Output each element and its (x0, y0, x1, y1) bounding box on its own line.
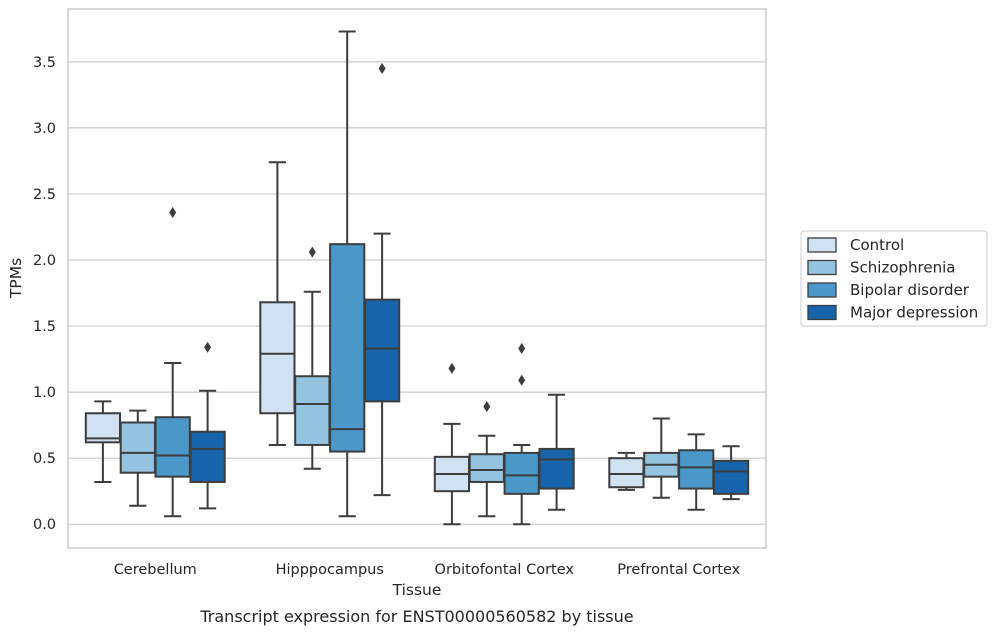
box-iqr (712, 459, 750, 495)
box (189, 341, 226, 510)
box (468, 401, 505, 518)
y-tick-label: 1.5 (33, 319, 56, 335)
legend: Control Schizophrenia Bipolar disorder Majo… (800, 230, 988, 327)
legend-swatch (807, 282, 837, 298)
legend-label: Major depression (850, 304, 978, 322)
box-iqr (363, 298, 401, 403)
box (363, 62, 401, 497)
flier-point (518, 343, 526, 355)
box (643, 417, 680, 499)
x-tick-labels: Cerebellum Hipppocampus Orbitofontal Corte… (114, 562, 741, 578)
box (538, 393, 575, 511)
y-tick-label: 3.0 (33, 121, 56, 137)
y-tick-label: 0.5 (33, 451, 56, 467)
box (259, 161, 296, 446)
flier-point (204, 341, 212, 353)
x-tick-label: Hipppocampus (276, 562, 384, 578)
legend-label: Schizophrenia (850, 259, 955, 277)
flier-point (169, 206, 177, 218)
box-iqr (608, 457, 645, 489)
y-axis-label: TPMs (7, 258, 25, 299)
flier-point (483, 401, 491, 413)
flier-point (518, 374, 526, 386)
box-iqr (259, 301, 296, 415)
box-iqr (678, 449, 715, 490)
x-tick-label: Cerebellum (114, 562, 197, 578)
legend-frame (800, 230, 988, 327)
box (119, 409, 156, 507)
box (294, 246, 331, 470)
x-tick-label: Prefrontal Cortex (617, 562, 740, 578)
box (608, 451, 645, 491)
box-iqr (154, 416, 191, 478)
box-iqr (119, 421, 156, 474)
series-major-depression (189, 62, 750, 511)
series-schizophrenia (119, 246, 680, 518)
box-iqr (189, 430, 226, 483)
y-tick-label: 2.0 (33, 253, 56, 269)
legend-label: Control (850, 236, 904, 254)
y-tick-labels: 0.0 0.5 1.0 1.5 2.0 2.5 3.0 3.5 (33, 55, 56, 533)
box (433, 362, 471, 526)
y-tick-label: 2.5 (33, 187, 56, 203)
plot-frame (67, 8, 767, 549)
box-iqr (503, 451, 540, 495)
box-iqr (468, 453, 505, 483)
box (712, 445, 750, 501)
chart-caption: Transcript expression for ENST0000056058… (199, 607, 633, 626)
series-bipolar-disorder (154, 30, 715, 526)
x-tick-label: Orbitofontal Cortex (435, 562, 575, 578)
box (329, 30, 366, 518)
box-iqr (329, 243, 366, 453)
y-tick-label: 0.0 (33, 517, 56, 533)
legend-label: Bipolar disorder (850, 281, 970, 299)
legend-swatch (807, 259, 837, 276)
y-tick-label: 3.5 (33, 55, 56, 71)
box (154, 206, 191, 518)
box (503, 343, 540, 526)
box (84, 400, 122, 483)
box (678, 433, 715, 511)
flier-point (378, 62, 386, 74)
flier-point (448, 362, 456, 374)
box-series (84, 30, 750, 526)
y-tick-label: 1.0 (33, 385, 56, 401)
x-axis-label: Tissue (392, 581, 442, 599)
box-iqr (294, 375, 331, 446)
legend-swatch (807, 237, 837, 253)
legend-swatch (807, 304, 837, 321)
series-control (84, 161, 645, 526)
flier-point (308, 246, 316, 258)
box-iqr (538, 447, 575, 490)
